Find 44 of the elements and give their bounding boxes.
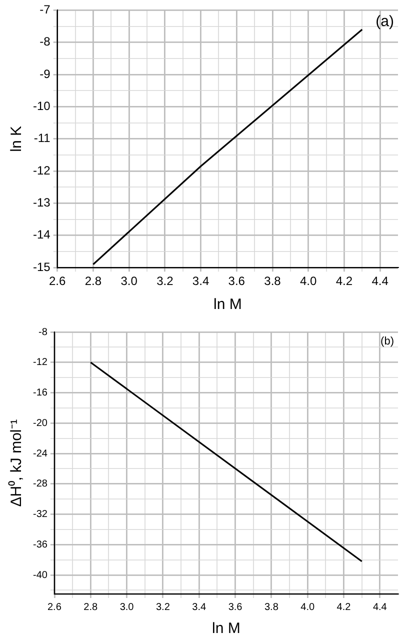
- y-tick-label: -40: [33, 570, 48, 581]
- x-tick-label: 3.0: [120, 602, 134, 613]
- x-axis-title: ln M: [212, 620, 240, 638]
- y-tick-label: -32: [33, 509, 48, 520]
- x-tick-label: 3.0: [120, 274, 138, 288]
- annotation: (a): [376, 12, 394, 30]
- x-axis-title: ln M: [214, 296, 242, 314]
- y-tick-label: -11: [34, 131, 51, 146]
- x-tick-label: 3.2: [156, 602, 170, 613]
- x-tick-label: 4.2: [336, 274, 353, 288]
- x-tick-label: 4.2: [336, 602, 352, 613]
- x-tick-label: 3.6: [228, 274, 246, 288]
- x-tick-label: 2.8: [84, 274, 102, 288]
- y-tick-label: -36: [33, 539, 48, 550]
- y-tick-label: -8: [40, 34, 51, 49]
- y-tick-label: -13: [33, 196, 51, 210]
- y-tick-label: -15: [33, 260, 51, 274]
- x-tick-label: 3.4: [192, 602, 206, 613]
- x-tick-label: 4.4: [372, 602, 388, 613]
- y-tick-label: -9: [40, 66, 51, 81]
- y-tick-label: -20: [33, 418, 48, 429]
- x-tick-label: 4.0: [300, 602, 315, 613]
- annotation: (b): [380, 336, 394, 348]
- y-tick-label: -12: [33, 357, 48, 368]
- y-tick-label: -7: [40, 2, 51, 17]
- y-tick-label: -28: [33, 478, 48, 490]
- x-tick-label: 3.6: [228, 602, 243, 613]
- x-tick-label: 2.6: [48, 602, 62, 613]
- y-tick-label: -8: [38, 326, 48, 338]
- x-tick-label: 2.8: [84, 602, 98, 613]
- x-tick-label: 3.8: [264, 274, 282, 288]
- x-tick-label: 3.8: [264, 602, 279, 613]
- y-tick-label: -24: [33, 448, 48, 460]
- y-axis-title: ΔH⁰, kJ mol⁻¹: [8, 419, 26, 507]
- y-tick-label: -16: [33, 388, 48, 399]
- y-axis-title: ln K: [8, 126, 26, 152]
- x-tick-label: 4.4: [372, 274, 389, 288]
- y-tick-label: -14: [33, 228, 51, 242]
- x-tick-label: 3.4: [192, 274, 210, 288]
- y-tick-label: -12: [33, 163, 51, 178]
- x-tick-label: 2.6: [49, 274, 66, 288]
- x-tick-label: 4.0: [300, 274, 318, 288]
- x-tick-label: 3.2: [156, 274, 174, 288]
- y-tick-label: -10: [33, 99, 51, 114]
